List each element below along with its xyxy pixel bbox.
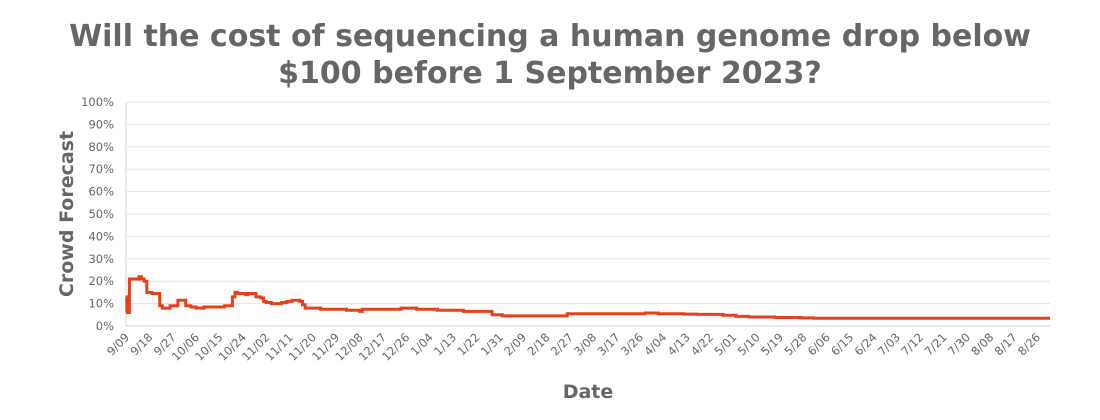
x-tick-label: 8/17 (992, 330, 1020, 358)
x-tick-label: 1/13 (431, 330, 459, 358)
x-tick-label: 3/08 (571, 330, 599, 358)
x-tick-label: 2/18 (524, 330, 552, 358)
x-tick-label: 2/27 (548, 330, 576, 358)
x-tick-label: 3/17 (595, 330, 623, 358)
y-tick-label: 20% (88, 274, 114, 288)
y-tick-label: 0% (96, 319, 114, 333)
x-tick-label: 4/04 (641, 330, 669, 358)
x-tick-label: 2/09 (501, 330, 529, 358)
y-axis-ticks: 0% 10% 20% 30% 40% 50% 60% 70% 80% 90% 100% (81, 95, 114, 333)
x-tick-label: 9/18 (127, 330, 155, 358)
x-tick-label: 6/24 (851, 330, 879, 358)
y-tick-label: 70% (88, 162, 114, 176)
x-tick-label: 7/30 (945, 330, 973, 358)
y-tick-label: 40% (88, 229, 114, 243)
y-tick-label: 60% (88, 185, 114, 199)
x-tick-label: 8/08 (968, 330, 996, 358)
chart-title-line-1: Will the cost of sequencing a human geno… (69, 19, 1031, 54)
x-tick-label: 6/06 (805, 330, 833, 358)
forecast-line (125, 275, 1050, 320)
x-tick-label: 4/22 (688, 330, 716, 358)
chart-title: Will the cost of sequencing a human geno… (0, 18, 1100, 92)
x-tick-label: 7/21 (922, 330, 950, 358)
y-tick-label: 90% (88, 117, 114, 131)
x-tick-label: 3/26 (618, 330, 646, 358)
x-tick-label: 1/04 (408, 330, 436, 358)
x-tick-label: 7/12 (898, 330, 926, 358)
y-tick-label: 80% (88, 140, 114, 154)
x-tick-label: 1/31 (478, 330, 506, 358)
x-tick-label: 5/28 (781, 330, 809, 358)
x-tick-label: 6/15 (828, 330, 856, 358)
x-axis-ticks: 9/099/189/2710/0610/1510/2411/0211/1111/… (104, 330, 1043, 363)
x-tick-label: 5/10 (735, 330, 763, 358)
x-tick-label: 1/22 (454, 330, 482, 358)
x-tick-label: 5/01 (711, 330, 739, 358)
y-tick-label: 50% (88, 207, 114, 221)
chart-title-line-2: $100 before 1 September 2023? (278, 56, 822, 91)
x-tick-label: 7/03 (875, 330, 903, 358)
y-tick-label: 30% (88, 252, 114, 266)
y-tick-label: 10% (88, 297, 114, 311)
y-tick-label: 100% (81, 95, 114, 109)
x-tick-label: 4/13 (665, 330, 693, 358)
x-axis-label: Date (562, 381, 614, 403)
x-tick-label: 5/19 (758, 330, 786, 358)
x-tick-label: 9/09 (104, 330, 132, 358)
gridlines (126, 101, 1050, 305)
x-tick-label: 8/26 (1015, 330, 1043, 358)
